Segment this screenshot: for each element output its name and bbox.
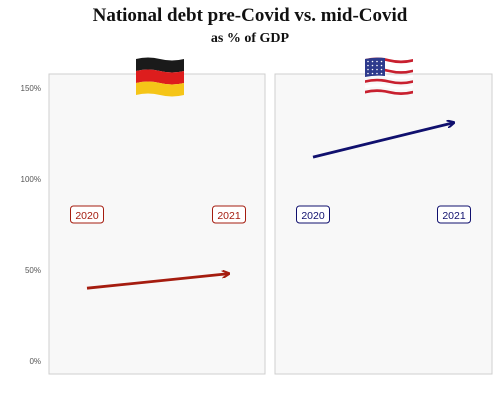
chart-subtitle: as % of GDP [210,31,290,46]
y-tick-label: 150% [21,84,41,93]
panel-usa: 2020 2021 [274,57,493,375]
x-label-text: 2020 [75,210,99,222]
y-tick-label: 50% [25,266,41,275]
germany-flag [136,57,184,97]
label-box [437,205,471,224]
chart-title: National debt pre-Covid vs. mid-Covid [92,5,408,26]
x-label-text: 2021 [217,210,241,222]
x-label-2020: 2020 [70,205,104,224]
panel-background [274,73,493,375]
label-box [212,205,246,224]
x-label-2021: 2021 [212,205,246,224]
usa-flag [365,57,413,95]
panels: 2020 2021 2020 2021 [48,57,493,375]
panel-background [48,73,266,375]
series-arrow [86,274,229,290]
x-label-2020: 2020 [296,205,330,224]
label-box [296,205,330,224]
y-axis: 0% 50% 100% 150% [21,84,41,366]
y-tick-label: 0% [29,357,41,366]
panel-germany: 2020 2021 [48,57,266,375]
y-tick-label: 100% [21,175,41,184]
x-label-text: 2021 [442,210,466,222]
series-arrow [312,123,454,159]
x-label-text: 2020 [301,210,325,222]
label-box [70,205,104,224]
x-label-2021: 2021 [437,205,471,224]
